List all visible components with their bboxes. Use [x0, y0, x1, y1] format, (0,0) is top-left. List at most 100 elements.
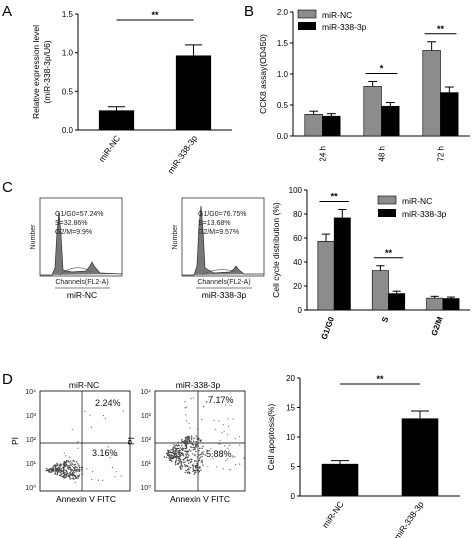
flow-dot [187, 440, 189, 442]
flow-dot [171, 457, 174, 460]
flow-dot [221, 454, 223, 457]
flow-dot [69, 477, 71, 479]
flow-dot [218, 443, 220, 445]
chartD-ytick-label: 0 [291, 492, 296, 501]
flow-dot [165, 456, 168, 459]
cycle-plot-frame [181, 197, 265, 277]
flow-dot [178, 458, 180, 460]
flow-dot [184, 464, 186, 466]
flow-dot [81, 466, 84, 469]
flow-dot [219, 443, 221, 445]
flow-dot [167, 449, 169, 451]
chart-b-legend-label-1: miR-338-3p [322, 22, 367, 32]
flow-dot [239, 463, 241, 465]
chartD-sig-label: ** [376, 374, 384, 384]
chartA-ytick-label: 1.5 [62, 10, 74, 19]
flow-dot [194, 460, 196, 462]
flow-dot [168, 449, 170, 452]
flow-dot [185, 420, 187, 422]
flow-dot [215, 428, 217, 430]
apoptosis-plot-mir-nc: 2.24% 3.16% 10⁴ 10³ 10² 10¹ 10⁰ PI Annex… [10, 389, 131, 504]
flow-dot [77, 470, 79, 472]
flow-dot [78, 468, 81, 470]
flow-dot [78, 466, 81, 469]
flow-dot [175, 444, 178, 446]
flow-dot [193, 463, 195, 465]
chartB-xtick-label: 24 h [319, 146, 328, 162]
flow-dot [177, 441, 180, 443]
flow-dot [203, 451, 205, 453]
chart-c-legend-swatch-1 [378, 209, 396, 217]
chartD-bar [401, 418, 439, 497]
chartA-bar [98, 110, 135, 131]
flow-dot [197, 440, 199, 443]
cycle-histogram-peaks [40, 211, 123, 276]
chartC-ytick-label: 80 [293, 210, 302, 219]
flow-dot [171, 456, 174, 458]
flow-dot [177, 459, 179, 461]
flow-dot [184, 407, 186, 409]
flow-dot [185, 414, 187, 416]
flow-dot [198, 438, 200, 441]
flow-dot [197, 467, 199, 469]
panel-label-a: A [2, 3, 12, 20]
cycle-ylabel: Number [30, 224, 37, 250]
flow-dot [73, 478, 75, 480]
flow-dot [58, 464, 60, 467]
flow-dot [191, 437, 193, 439]
flow-dot [77, 476, 80, 478]
flow-dot [109, 457, 111, 459]
flow-dot [190, 467, 192, 469]
cycle-histogram-peaks [182, 205, 264, 276]
panel-label-b: B [244, 3, 254, 20]
chartB-ytick-label: 0.5 [277, 101, 289, 110]
flow-dot [74, 481, 76, 483]
flow-dot [62, 466, 65, 468]
apoptosis-flow-plots: miR-NC miR-338-3p 2.24% 3.16% 10⁴ 10³ 10… [10, 380, 246, 504]
flow-dot [183, 458, 186, 460]
flow-dot [188, 422, 190, 424]
flow-dot [120, 475, 122, 477]
flow-dot [189, 437, 191, 439]
flow-dot [226, 458, 228, 460]
flow-dot [197, 464, 199, 466]
flow-dot [219, 397, 221, 399]
flow-dot [168, 457, 170, 460]
flow-dot [74, 463, 76, 466]
flow-dot [52, 469, 54, 471]
flow-dot [114, 476, 116, 478]
flow-dot [60, 474, 62, 476]
chartC-bar [442, 298, 460, 311]
flow-dot [187, 456, 189, 459]
flow-dot [176, 456, 179, 458]
flow-dot [195, 435, 198, 437]
flow-dot [68, 476, 71, 478]
flow-dot [182, 449, 184, 451]
flow-dot [77, 475, 79, 477]
flow-dot [185, 438, 187, 440]
apoptosis-dot-cloud [45, 410, 124, 483]
flow-dot [68, 472, 71, 474]
flow-dot [63, 464, 65, 466]
flow-dot [69, 467, 71, 469]
flow-dot [225, 404, 227, 406]
flow-dot [201, 459, 203, 461]
flow-dot [53, 465, 56, 467]
flow-dot [192, 468, 194, 471]
flow-dot [187, 465, 189, 467]
flow-dot [198, 470, 201, 473]
chartC-bar [317, 241, 335, 311]
flow-dot [184, 450, 186, 452]
flow-dot [185, 470, 187, 472]
flow-dot [184, 444, 187, 446]
flow-dot [228, 444, 230, 446]
flow-dot [77, 468, 80, 470]
chartB-bar [322, 115, 341, 137]
flow-dot [171, 452, 173, 454]
flow-dot [188, 460, 190, 462]
flow-dot [177, 450, 179, 452]
flow-dot [190, 398, 192, 400]
flow-dot [73, 469, 76, 471]
flow-dot [89, 414, 91, 416]
flow-dot [62, 468, 65, 470]
